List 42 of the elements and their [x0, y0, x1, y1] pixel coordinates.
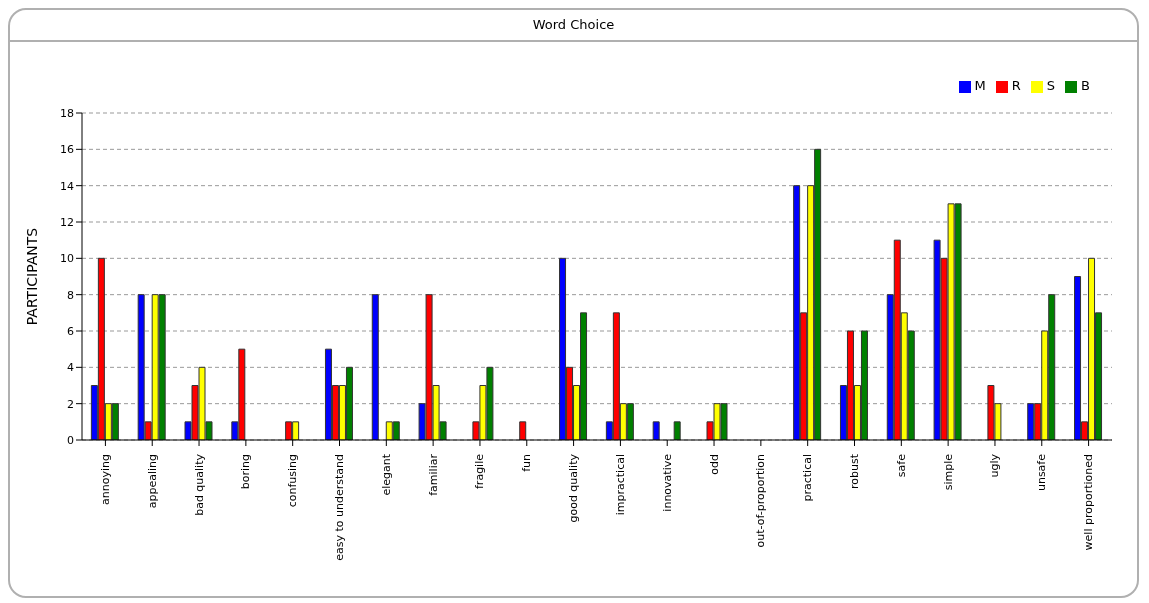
- x-tick-label: fun: [520, 453, 534, 472]
- x-tick-label: easy to understand: [333, 454, 346, 561]
- y-tick-label: 18: [60, 106, 74, 120]
- x-tick-label: well proportioned: [1082, 454, 1096, 551]
- bar: [519, 421, 527, 440]
- y-tick-label: 14: [60, 179, 74, 193]
- bar: [652, 421, 660, 440]
- y-tick-label: 10: [60, 252, 74, 266]
- y-tick-label: 2: [67, 397, 74, 411]
- x-tick-label: innovative: [660, 453, 674, 512]
- x-tick-label: familiar: [426, 453, 440, 496]
- x-tick-label: out-of-proportion: [754, 453, 768, 548]
- bar: [371, 294, 379, 440]
- x-tick-label: robust: [848, 453, 861, 490]
- x-tick-label: elegant: [379, 453, 393, 496]
- x-tick-label: appealing: [145, 454, 159, 509]
- y-tick-label: 8: [67, 288, 74, 302]
- y-axis-title: PARTICIPANTS: [23, 227, 40, 326]
- x-tick-label: confusing: [286, 454, 300, 508]
- x-tick-label: impractical: [613, 454, 627, 516]
- legend-label: M: [974, 78, 986, 93]
- y-tick-label: 6: [67, 324, 74, 338]
- y-tick-label: 12: [60, 215, 74, 229]
- y-tick-label: 4: [67, 361, 74, 375]
- x-tick-label: good quality: [567, 453, 581, 523]
- x-tick-label: bad quality: [192, 453, 206, 516]
- x-tick-label: simple: [941, 453, 955, 491]
- x-tick-label: fragile: [473, 453, 487, 489]
- x-tick-label: safe: [894, 453, 908, 478]
- x-tick-label: boring: [239, 454, 253, 490]
- chart-title: Word Choice: [10, 10, 1137, 42]
- x-tick-label: unsafe: [1035, 453, 1049, 492]
- y-tick-label: 0: [67, 433, 74, 447]
- legend-label: B: [1081, 78, 1090, 93]
- x-tick-label: ugly: [988, 453, 1002, 478]
- x-tick-label: practical: [801, 454, 815, 502]
- x-tick-label: odd: [707, 454, 721, 475]
- legend-label: S: [1046, 78, 1056, 93]
- legend-label: R: [1011, 78, 1021, 93]
- x-tick-label: annoying: [98, 454, 112, 505]
- y-tick-label: 16: [60, 143, 74, 157]
- bar: [673, 421, 681, 440]
